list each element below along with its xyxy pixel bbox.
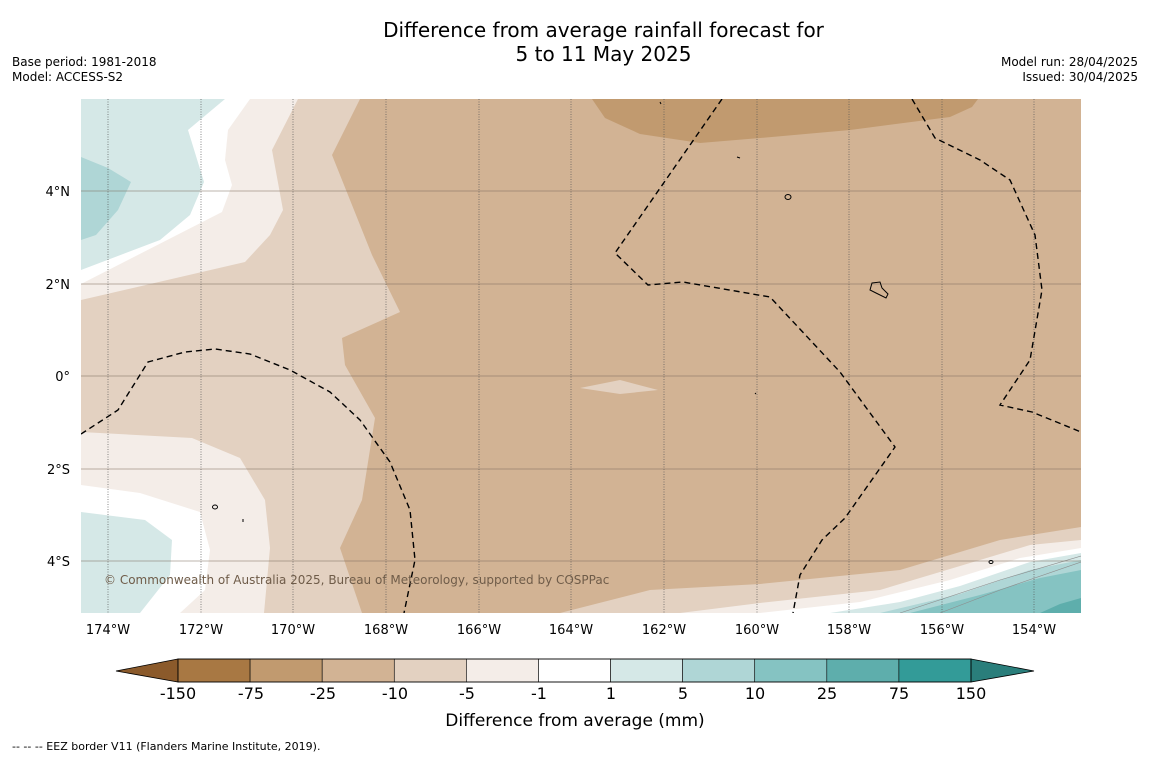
lon-label: 170°W [271, 623, 315, 638]
lon-label: 172°W [179, 623, 223, 638]
lon-label: 168°W [364, 623, 408, 638]
eez-footnote: -- -- -- EEZ border V11 (Flanders Marine… [12, 740, 321, 753]
lon-label: 174°W [86, 623, 130, 638]
rainfall-anomaly-layers [81, 99, 1081, 613]
graticule-parallels [81, 190, 1081, 562]
colorbar-tick: 5 [678, 684, 688, 703]
eez-border-east [911, 99, 1081, 433]
lat-label: 2°S [47, 463, 70, 478]
colorbar: -150 -75 -25 -10 -5 -1 1 5 10 25 75 150 … [115, 658, 1035, 731]
layer-equator-sliver [580, 380, 658, 394]
model-run-text: Model run: 28/04/2025 [1000, 55, 1138, 69]
colorbar-tick: 75 [889, 684, 909, 703]
colorbar-extend-high [970, 658, 1035, 683]
lat-label: 4°N [46, 185, 71, 200]
longitude-labels: 174°W 172°W 170°W 168°W 166°W 164°W 162°… [86, 623, 1056, 638]
layer-1-5-south [81, 512, 172, 613]
lon-label: 156°W [920, 623, 964, 638]
lon-label: 160°W [735, 623, 779, 638]
lat-label: 4°S [47, 555, 70, 570]
colorbar-segment [754, 658, 828, 683]
model-text: Model: ACCESS-S2 [12, 70, 124, 84]
lon-label: 162°W [642, 623, 686, 638]
contour-separators [899, 555, 1081, 613]
lon-label: 158°W [827, 623, 871, 638]
graticule-meridians [107, 99, 1035, 613]
chart-title: Difference from average rainfall forecas… [0, 18, 1150, 66]
layer-5-10-north [81, 157, 131, 240]
issued-text: Issued: 30/04/2025 [1022, 70, 1138, 84]
colorbar-tick-labels: -150 -75 -25 -10 -5 -1 1 5 10 25 75 150 [160, 684, 986, 703]
colorbar-segment [538, 658, 611, 683]
meta-left: Base period: 1981-2018 Model: ACCESS-S2 [12, 55, 157, 85]
layer-1-5-north [81, 99, 225, 270]
lon-label: 154°W [1012, 623, 1056, 638]
colorbar-segments [177, 658, 972, 683]
title-line-1: Difference from average rainfall forecas… [383, 18, 824, 42]
colorbar-tick: 10 [745, 684, 765, 703]
colorbar-tick: -10 [382, 684, 408, 703]
latitude-labels: 4°N 2°N 0° 2°S 4°S [46, 185, 71, 570]
colorbar-tick: -75 [238, 684, 264, 703]
eez-border-central [614, 99, 896, 613]
lon-label: 164°W [549, 623, 593, 638]
eez-border-west [81, 348, 416, 613]
colorbar-segment [249, 658, 323, 683]
colorbar-tick: 1 [606, 684, 616, 703]
colorbar-segment [610, 658, 683, 683]
colorbar-title: Difference from average (mm) [445, 711, 704, 731]
island-outlines [212, 101, 994, 564]
colorbar-tick: -25 [310, 684, 336, 703]
eez-borders [81, 99, 1081, 613]
lat-label: 0° [55, 370, 70, 385]
colorbar-tick: -5 [459, 684, 475, 703]
colorbar-outline [177, 658, 972, 683]
colorbar-tick: -1 [531, 684, 547, 703]
base-period-text: Base period: 1981-2018 [12, 55, 157, 69]
colorbar-segment [682, 658, 756, 683]
colorbar-segment [826, 658, 900, 683]
colorbar-segment [466, 658, 539, 683]
title-line-2: 5 to 11 May 2025 [515, 42, 692, 66]
colorbar-segment [898, 658, 972, 683]
lon-label: 166°W [457, 623, 501, 638]
layer-se-25-75 [1040, 598, 1081, 613]
colorbar-tick: -150 [160, 684, 196, 703]
layer-minus75-minus25-north [592, 99, 978, 143]
colorbar-segment [321, 658, 395, 683]
colorbar-tick: 25 [817, 684, 837, 703]
colorbar-segment [393, 658, 467, 683]
colorbar-extend-low [115, 658, 179, 683]
meta-right: Model run: 28/04/2025 Issued: 30/04/2025 [1001, 55, 1138, 85]
colorbar-tick: 150 [956, 684, 987, 703]
colorbar-segment [177, 658, 251, 683]
copyright-text: © Commonwealth of Australia 2025, Bureau… [104, 573, 609, 587]
lat-label: 2°N [46, 278, 71, 293]
